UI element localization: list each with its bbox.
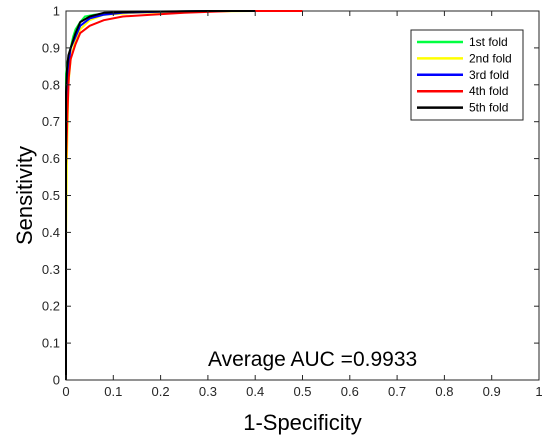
- x-tick-label: 0.6: [341, 384, 359, 399]
- legend: 1st fold 2nd fold 3rd fold 4th fold 5th fold: [410, 29, 524, 121]
- x-tick-label: 1: [535, 384, 542, 399]
- x-tick-label: 0.3: [199, 384, 217, 399]
- x-tick-label: 0.7: [388, 384, 406, 399]
- y-tick-label: 0.4: [42, 225, 60, 240]
- x-tick-label: 0.9: [483, 384, 501, 399]
- y-tick-label: 0.3: [42, 262, 60, 277]
- legend-label-2: 2nd fold: [469, 51, 512, 65]
- y-tick-label: 0: [53, 373, 60, 388]
- y-axis-ticks: 0 0.1 0.2 0.3 0.4 0.5 0.6 0.7 0.8 0.9 1: [42, 4, 539, 388]
- legend-label-1: 1st fold: [469, 35, 508, 49]
- legend-label-4: 4th fold: [469, 84, 508, 98]
- x-axis-label: 1-Specificity: [243, 410, 362, 435]
- x-tick-label: 0.5: [293, 384, 311, 399]
- legend-label-5: 5th fold: [469, 101, 508, 115]
- x-tick-label: 0.2: [152, 384, 170, 399]
- y-tick-label: 1: [53, 4, 60, 19]
- x-tick-label: 0.8: [435, 384, 453, 399]
- x-tick-label: 0: [62, 384, 69, 399]
- y-tick-label: 0.1: [42, 336, 60, 351]
- y-tick-label: 0.7: [42, 114, 60, 129]
- y-tick-label: 0.9: [42, 40, 60, 55]
- y-axis-label: Sensitivity: [12, 146, 37, 245]
- auc-annotation: Average AUC =0.9933: [208, 348, 417, 371]
- y-tick-label: 0.2: [42, 299, 60, 314]
- legend-label-3: 3rd fold: [469, 68, 509, 82]
- x-tick-label: 0.1: [104, 384, 122, 399]
- series-line-5: [65, 10, 256, 380]
- x-tick-label: 0.4: [246, 384, 264, 399]
- y-tick-label: 0.5: [42, 188, 60, 203]
- y-tick-label: 0.6: [42, 151, 60, 166]
- series-line-4: [65, 10, 303, 380]
- x-axis-ticks: 0 0.1 0.2 0.3 0.4 0.5 0.6 0.7 0.8 0.9 1: [62, 11, 543, 399]
- y-tick-label: 0.8: [42, 77, 60, 92]
